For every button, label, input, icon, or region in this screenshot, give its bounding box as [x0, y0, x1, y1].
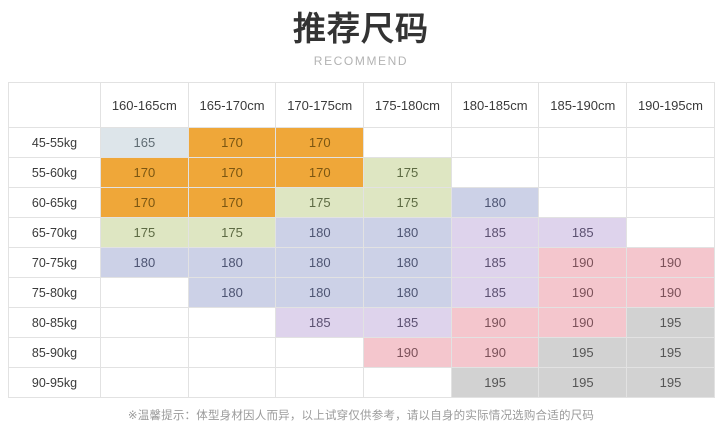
size-cell: 195	[538, 367, 628, 398]
table-row: 60-65kg 170 170 175 175 180	[8, 187, 715, 218]
table-header: 160-165cm 165-170cm 170-175cm 175-180cm 180-…	[8, 82, 715, 128]
row-header-weight: 85-90kg	[8, 337, 101, 368]
size-cell: 180	[275, 217, 365, 248]
header-row: 160-165cm 165-170cm 170-175cm 175-180cm 180-…	[8, 82, 715, 128]
column-header-height: 160-165cm	[100, 82, 189, 128]
size-cell: 165	[100, 127, 189, 158]
size-cell: 190	[538, 277, 628, 308]
size-cell-empty	[100, 277, 189, 308]
size-cell-empty	[100, 307, 189, 338]
size-cell: 185	[363, 307, 452, 338]
table-row: 80-85kg 185 185 190 190 195	[8, 307, 715, 338]
table-row: 65-70kg 175 175 180 180 185 185	[8, 217, 715, 248]
size-cell: 190	[363, 337, 452, 368]
size-cell: 170	[187, 127, 277, 158]
size-cell: 170	[275, 157, 365, 188]
row-header-weight: 60-65kg	[8, 187, 101, 218]
table-row: 85-90kg 190 190 195 195	[8, 337, 715, 368]
column-header-height: 175-180cm	[363, 82, 452, 128]
size-cell: 195	[626, 367, 715, 398]
size-recommendation-table: 160-165cm 165-170cm 170-175cm 175-180cm 180-…	[8, 82, 715, 398]
size-cell: 185	[450, 247, 540, 278]
page-subtitle: RECOMMEND	[313, 54, 409, 68]
size-cell: 175	[187, 217, 277, 248]
size-cell-empty	[187, 307, 277, 338]
size-cell: 195	[626, 307, 715, 338]
page-header: 推荐尺码 RECOMMEND	[0, 0, 722, 68]
row-header-weight: 45-55kg	[8, 127, 101, 158]
size-cell-empty	[538, 127, 628, 158]
size-cell: 190	[538, 307, 628, 338]
size-cell: 175	[363, 187, 452, 218]
table-row: 55-60kg 170 170 170 175	[8, 157, 715, 188]
size-cell: 180	[363, 217, 452, 248]
size-cell: 175	[363, 157, 452, 188]
size-cell: 180	[187, 277, 277, 308]
size-cell: 190	[626, 247, 715, 278]
column-header-height: 170-175cm	[275, 82, 365, 128]
column-header-height: 180-185cm	[450, 82, 540, 128]
size-cell: 180	[363, 247, 452, 278]
size-cell: 190	[626, 277, 715, 308]
size-cell-empty	[450, 157, 540, 188]
size-cell: 170	[100, 187, 189, 218]
page-title: 推荐尺码	[293, 10, 429, 47]
size-table-container: 160-165cm 165-170cm 170-175cm 175-180cm 180-…	[8, 82, 715, 398]
row-header-weight: 90-95kg	[8, 367, 101, 398]
size-cell: 180	[275, 247, 365, 278]
size-cell-empty	[626, 157, 715, 188]
size-cell: 195	[626, 337, 715, 368]
size-cell: 185	[538, 217, 628, 248]
size-cell: 190	[450, 337, 540, 368]
row-header-weight: 70-75kg	[8, 247, 101, 278]
footer-note: ※温馨提示：体型身材因人而异，以上试穿仅供参考，请以自身的实际情况选购合适的尺码	[127, 410, 595, 422]
size-cell: 170	[100, 157, 189, 188]
column-header-height: 165-170cm	[187, 82, 277, 128]
table-row: 90-95kg 195 195 195	[8, 367, 715, 398]
row-header-weight: 75-80kg	[8, 277, 101, 308]
size-cell-empty	[187, 337, 277, 368]
size-cell: 195	[450, 367, 540, 398]
row-header-weight: 65-70kg	[8, 217, 101, 248]
size-cell: 185	[450, 217, 540, 248]
table-corner-cell	[8, 82, 101, 128]
size-cell-empty	[626, 127, 715, 158]
size-cell-empty	[275, 337, 365, 368]
row-header-weight: 55-60kg	[8, 157, 101, 188]
size-cell: 195	[538, 337, 628, 368]
size-cell-empty	[363, 127, 452, 158]
size-cell: 190	[538, 247, 628, 278]
size-cell-empty	[187, 367, 277, 398]
row-header-weight: 80-85kg	[8, 307, 101, 338]
size-cell: 175	[275, 187, 365, 218]
table-row: 70-75kg 180 180 180 180 185 190 190	[8, 247, 715, 278]
size-cell-empty	[626, 187, 715, 218]
size-cell-empty	[538, 157, 628, 188]
size-cell-empty	[100, 367, 189, 398]
size-cell: 175	[100, 217, 189, 248]
size-cell-empty	[450, 127, 540, 158]
size-cell: 170	[187, 187, 277, 218]
size-cell: 185	[450, 277, 540, 308]
size-cell: 170	[275, 127, 365, 158]
table-row: 45-55kg 165 170 170	[8, 127, 715, 158]
size-cell-empty	[275, 367, 365, 398]
column-header-height: 190-195cm	[626, 82, 715, 128]
table-row: 75-80kg 180 180 180 185 190 190	[8, 277, 715, 308]
size-cell-empty	[100, 337, 189, 368]
size-cell-empty	[626, 217, 715, 248]
size-cell: 180	[100, 247, 189, 278]
size-cell: 190	[450, 307, 540, 338]
size-cell: 180	[187, 247, 277, 278]
size-cell-empty	[538, 187, 628, 218]
size-cell: 185	[275, 307, 365, 338]
size-cell: 180	[450, 187, 540, 218]
table-body: 45-55kg 165 170 170 55-60kg 170 170 170 175 60-65…	[8, 127, 715, 398]
size-cell: 180	[363, 277, 452, 308]
size-cell: 180	[275, 277, 365, 308]
column-header-height: 185-190cm	[538, 82, 628, 128]
size-cell-empty	[363, 367, 452, 398]
size-cell: 170	[187, 157, 277, 188]
